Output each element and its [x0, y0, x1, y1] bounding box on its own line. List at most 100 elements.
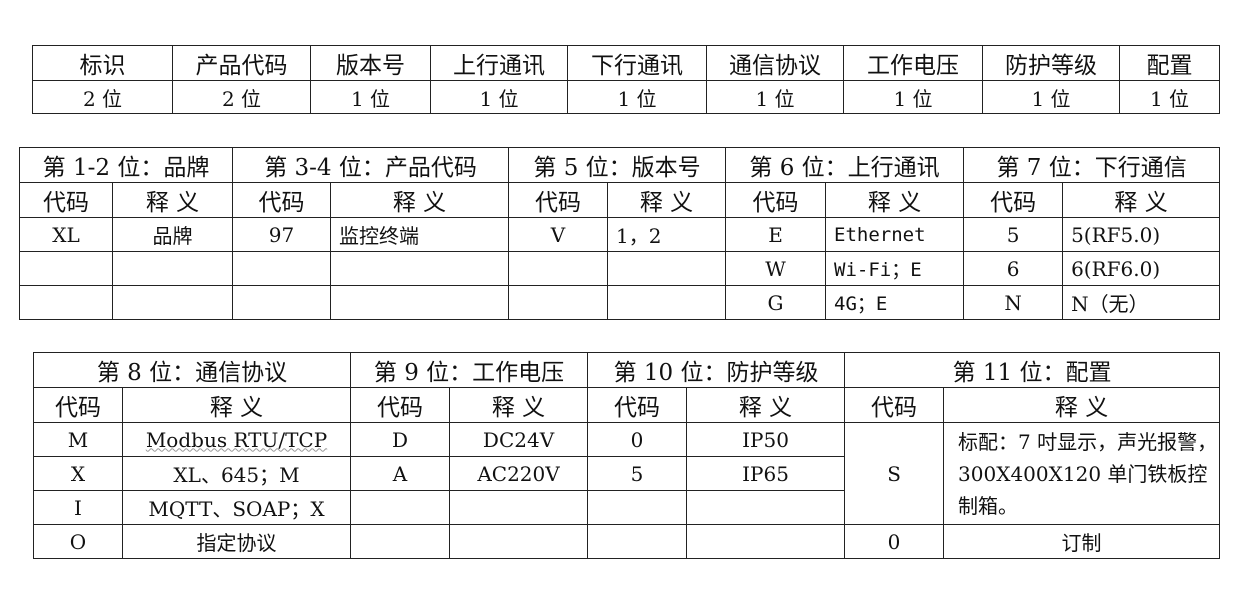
cell: 1，2 [607, 217, 727, 252]
table-row: I MQTT、SOAP；X [33, 490, 1220, 525]
cell: 品牌 [111, 217, 234, 252]
value-cell: 1 位 [843, 80, 983, 114]
table-row: M Modbus RTU/TCP D DC24V 0 IP50 S 标配：7 吋显示，声… [33, 422, 1221, 525]
table-row: O 指定协议 0 订制 [33, 524, 1221, 559]
group-header: 第 6 位：上行通讯 [725, 147, 965, 183]
group-header: 第 1-2 位：品牌 [18, 147, 234, 183]
value-cell: 1 位 [706, 80, 844, 114]
table-row: W Wi-Fi；E 6 6(RF6.0) [19, 251, 1221, 286]
header-cell: 工作电压 [843, 45, 983, 81]
value-cell: 2 位 [32, 80, 173, 114]
cell [111, 251, 234, 286]
cell: N（无） [1062, 285, 1221, 320]
cell [607, 251, 727, 286]
meaning-header: 释 义 [686, 387, 846, 423]
code-header: 代码 [19, 182, 113, 218]
header-cell: 配置 [1119, 45, 1220, 81]
cell [686, 524, 846, 559]
group-header: 第 5 位：版本号 [508, 147, 727, 183]
code-header: 代码 [725, 182, 827, 218]
positions-1-7-table: 第 1-2 位：品牌 第 3-4 位：产品代码 第 5 位：版本号 第 6 位：… [18, 147, 1221, 320]
cell: A [350, 456, 451, 491]
spellcheck-text: Modbus RTU/TCP [145, 427, 328, 452]
cell [330, 251, 510, 286]
table-row: XL 品牌 97 监控终端 V 1，2 E Ethernet 5 5(RF5.0) [19, 217, 1221, 252]
cell: I [33, 490, 123, 525]
meaning-header: 释 义 [825, 182, 965, 218]
cell [508, 285, 609, 320]
cell [587, 524, 688, 559]
cell: Wi-Fi；E [825, 251, 965, 286]
group-row: 第 8 位：通信协议 第 9 位：工作电压 第 10 位：防护等级 第 11 位… [32, 352, 1221, 388]
cell: S [844, 422, 945, 525]
cell [587, 490, 688, 525]
cell: AC220V [449, 456, 589, 491]
code-structure-table: 标识 产品代码 版本号 上行通讯 下行通讯 通信协议 工作电压 防护等级 配置 … [32, 45, 1220, 114]
cell [232, 285, 332, 320]
cell: 订制 [943, 524, 1221, 559]
value-cell: 1 位 [310, 80, 431, 114]
meaning-header: 释 义 [111, 182, 234, 218]
cell [350, 524, 451, 559]
meaning-header: 释 义 [121, 387, 352, 423]
code-header: 代码 [844, 387, 945, 423]
code-header: 代码 [350, 387, 451, 423]
cell [350, 490, 451, 525]
value-cell: 1 位 [1119, 80, 1220, 114]
cell: 0 [587, 422, 688, 457]
meaning-header: 释 义 [943, 387, 1221, 423]
cell: Ethernet [825, 217, 965, 252]
cell: N [963, 285, 1064, 320]
code-header: 代码 [587, 387, 688, 423]
cell: IP50 [686, 422, 846, 457]
group-header: 第 3-4 位：产品代码 [232, 147, 510, 183]
group-header: 第 9 位：工作电压 [350, 352, 589, 388]
cell: 0 [844, 524, 945, 559]
cell: W [725, 251, 827, 286]
cell: 97 [232, 217, 332, 252]
cell: Modbus RTU/TCP [121, 422, 352, 457]
cell [686, 490, 846, 525]
cell: G [725, 285, 827, 320]
code-header: 代码 [33, 387, 123, 423]
group-header: 第 7 位：下行通信 [963, 147, 1221, 183]
meaning-header: 释 义 [607, 182, 727, 218]
cell: MQTT、SOAP；X [121, 490, 352, 525]
table-row: G 4G；E N N（无） [19, 285, 1221, 320]
header-cell: 标识 [32, 45, 173, 81]
cell [449, 524, 589, 559]
cell: 4G；E [825, 285, 965, 320]
group-header: 第 8 位：通信协议 [32, 352, 352, 388]
cell: XL、645；M [121, 456, 352, 491]
cell: O [33, 524, 123, 559]
value-cell: 1 位 [567, 80, 707, 114]
group-row: 第 1-2 位：品牌 第 3-4 位：产品代码 第 5 位：版本号 第 6 位：… [18, 147, 1221, 183]
cell: XL [19, 217, 113, 252]
cell [19, 285, 113, 320]
header-cell: 下行通讯 [567, 45, 707, 81]
subheader-row: 代码释 义 代码释 义 代码释 义 代码释 义 [33, 387, 1221, 423]
positions-8-11-table: 第 8 位：通信协议 第 9 位：工作电压 第 10 位：防护等级 第 11 位… [32, 352, 1221, 559]
code-header: 代码 [963, 182, 1064, 218]
cell: E [725, 217, 827, 252]
cell [232, 251, 332, 286]
cell: DC24V [449, 422, 589, 457]
cell: X [33, 456, 123, 491]
cell: M [33, 422, 123, 457]
header-cell: 上行通讯 [430, 45, 568, 81]
value-cell: 1 位 [430, 80, 568, 114]
header-cell: 产品代码 [172, 45, 311, 81]
cell: 6(RF6.0) [1062, 251, 1221, 286]
code-header: 代码 [232, 182, 332, 218]
cell [111, 285, 234, 320]
group-header: 第 11 位：配置 [844, 352, 1221, 388]
cell [607, 285, 727, 320]
cell: IP65 [686, 456, 846, 491]
meaning-header: 释 义 [330, 182, 510, 218]
cell: 指定协议 [121, 524, 352, 559]
code-header: 代码 [508, 182, 609, 218]
value-cell: 2 位 [172, 80, 311, 114]
cell: 监控终端 [330, 217, 510, 252]
cell: V [508, 217, 609, 252]
meaning-header: 释 义 [449, 387, 589, 423]
